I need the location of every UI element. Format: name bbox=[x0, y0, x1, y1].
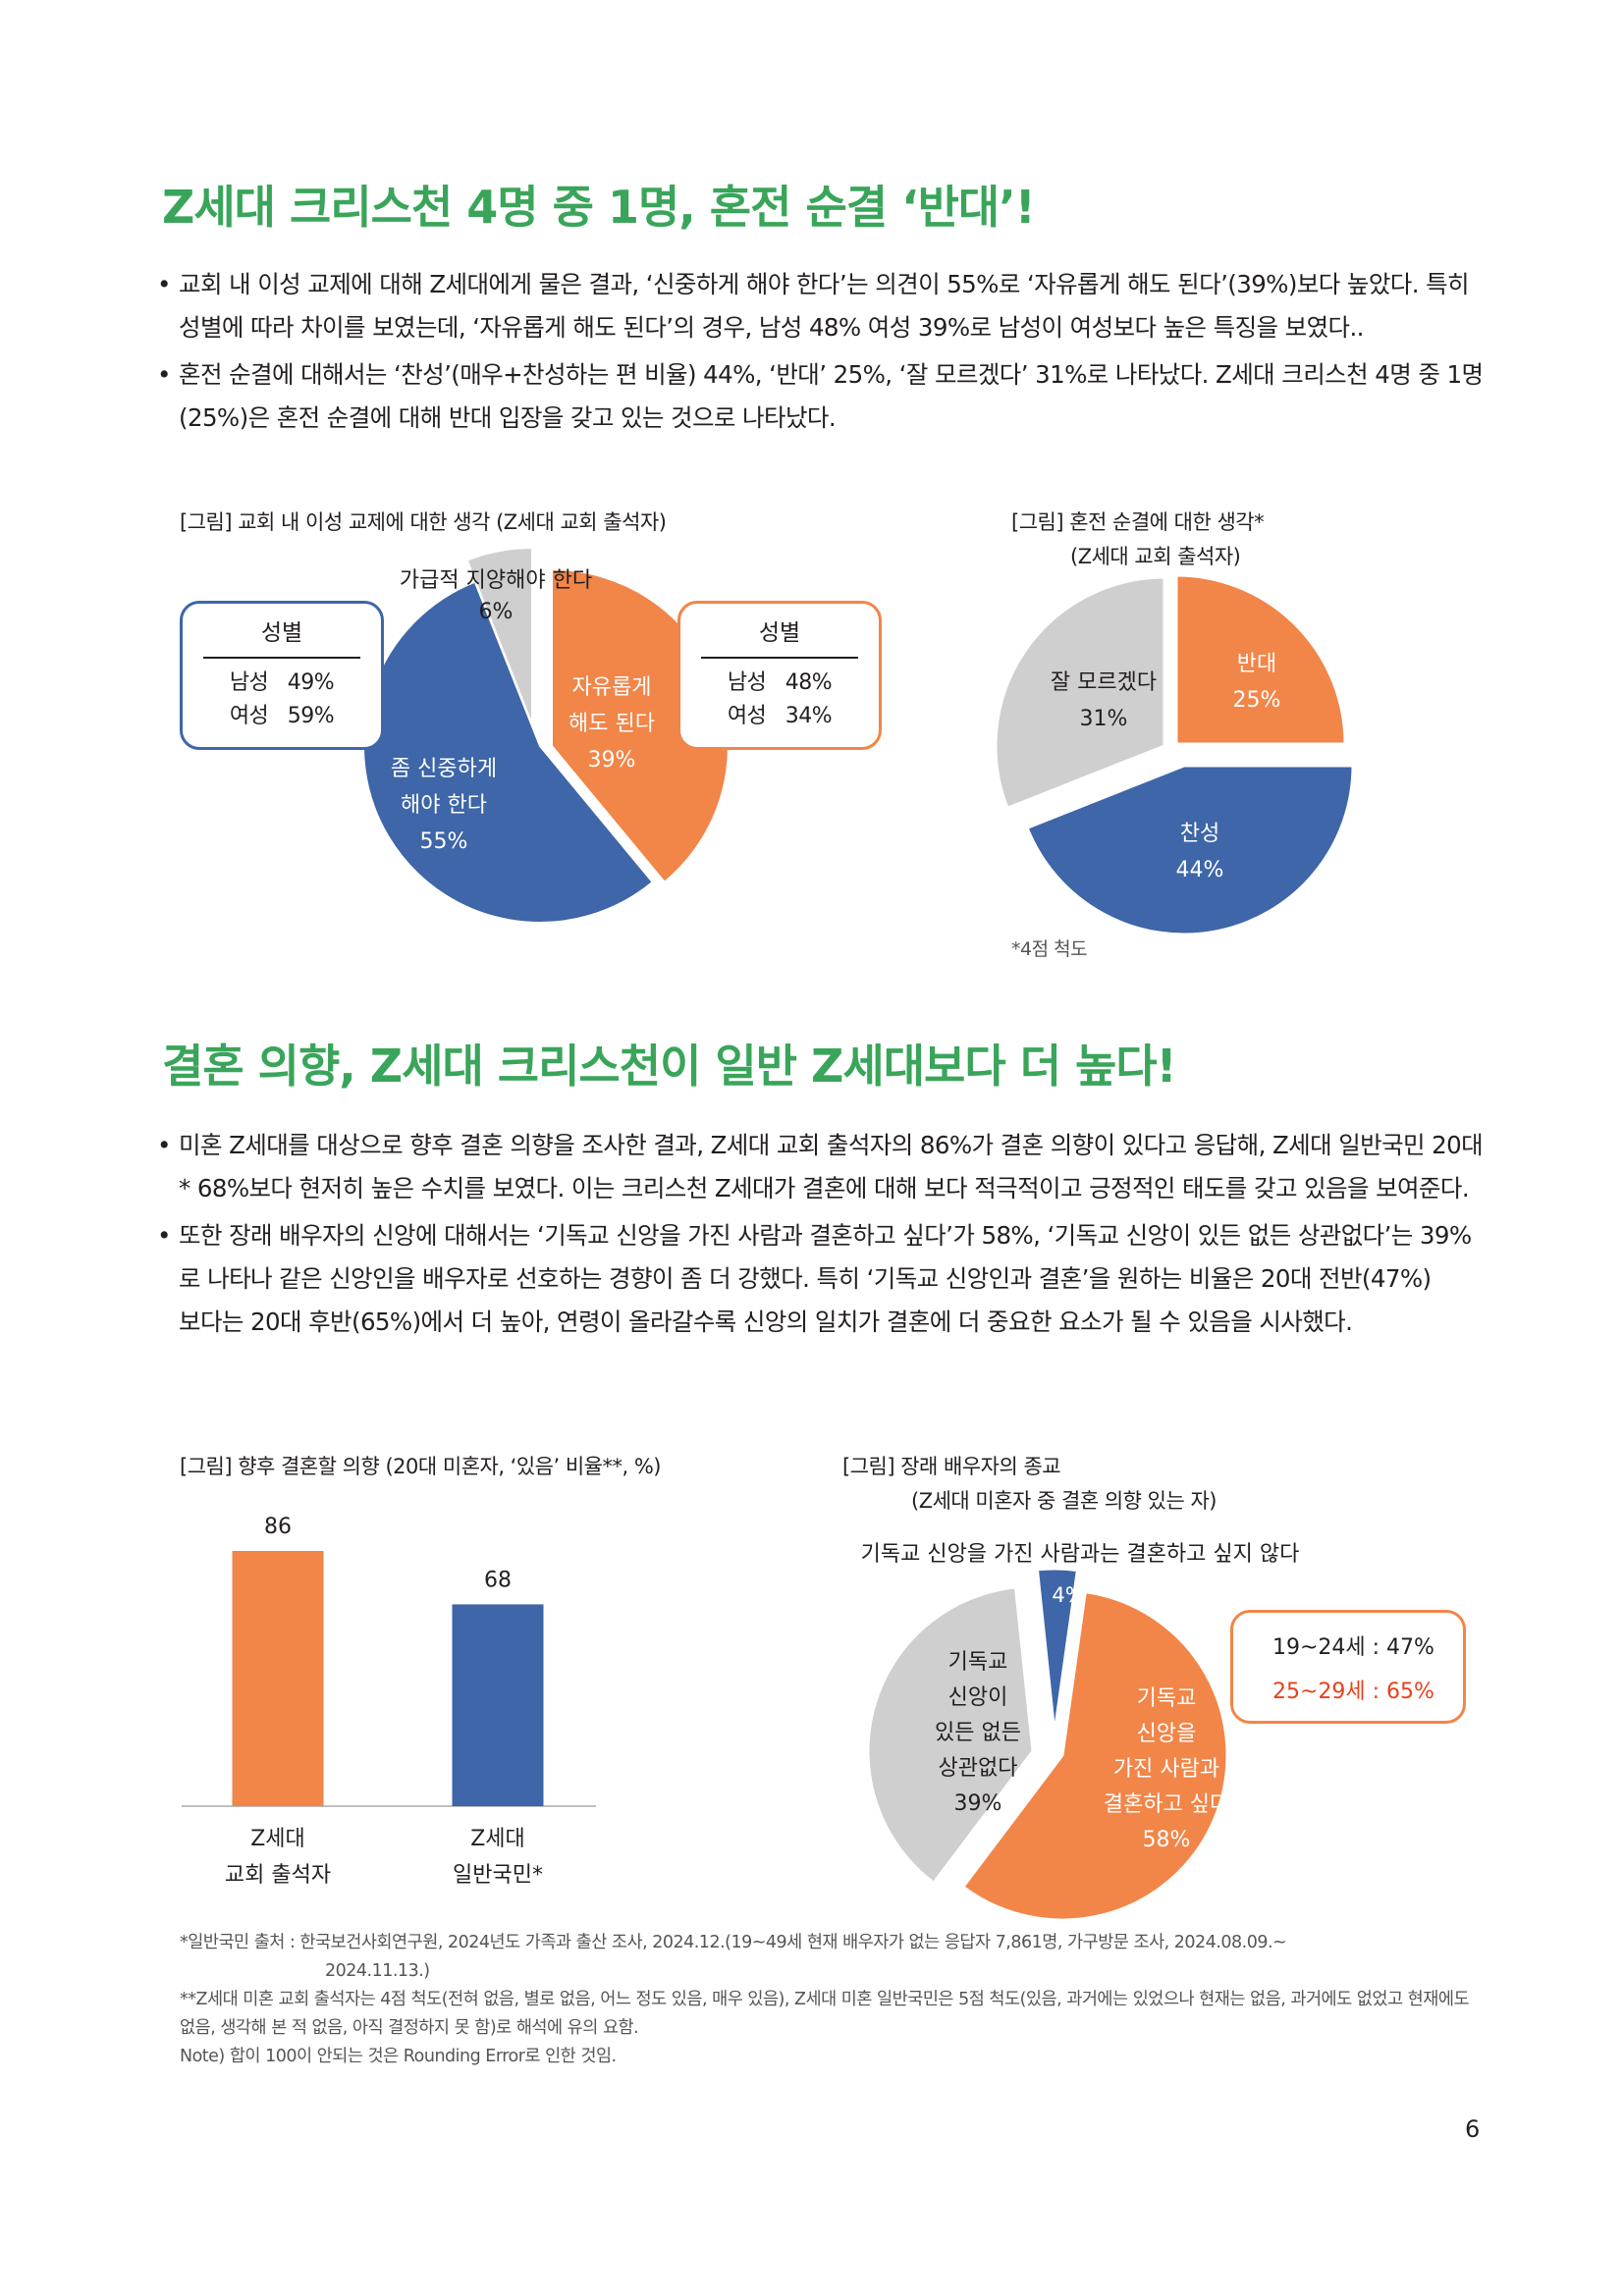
bullet-list: • 교회 내 이성 교제에 대해 Z세대에게 물은 결과, ‘신중하게 해야 한다… bbox=[157, 263, 1488, 444]
bar-value-label: 68 bbox=[484, 1568, 512, 1592]
slice-label: 좀 신중하게 해야 한다 55% bbox=[391, 757, 497, 854]
pie-slice bbox=[960, 1589, 1229, 1922]
slice-label: 기독교 신앙이 있든 없든 상관없다 39% bbox=[935, 1650, 1021, 1816]
pie-chart-spouse: 반대 25% 찬성 44% 잘 모르겠다 31% 기독교 신앙을 가진 사람과 결혼하고 싶다 58… bbox=[861, 573, 1355, 1922]
box-divider bbox=[203, 657, 360, 659]
figure-caption: [그림] 향후 결혼할 의향 (20대 미혼자, ‘있음’ 비율**, %) bbox=[180, 1455, 662, 1478]
pie-slice bbox=[1025, 764, 1355, 936]
pie-slice bbox=[866, 1585, 1035, 1886]
box-title: 성별 bbox=[260, 620, 303, 646]
pie-slice bbox=[1174, 573, 1347, 746]
pie-chart-spouse-group: 기독교 신앙을 가진 사람과 결혼하고 싶다 58% 기독교 신앙이 있든 없든 상관없다 39%… bbox=[861, 1542, 1300, 1922]
box-row: 여성 59% bbox=[229, 704, 335, 728]
category-label: Z세대 교회 출석자 bbox=[225, 1827, 331, 1888]
pie-slice bbox=[465, 546, 533, 725]
pie-chart-dating: 자유롭게 해도 된다 39% 좀 신중하게 해야 한다 55% 가급적 지양해야 한다 6% bbox=[362, 546, 730, 924]
pie-slice bbox=[1035, 1567, 1080, 1735]
footnote: *일반국민 출처 : 한국보건사회연구원, 2024년도 가족과 출산 조사, … bbox=[180, 1933, 1287, 1952]
category-label: Z세대 일반국민* bbox=[453, 1827, 543, 1888]
box-title: 성별 bbox=[758, 620, 801, 646]
slice-label: 찬성 44% bbox=[1176, 822, 1224, 882]
slice-label: 반대 25% bbox=[1233, 652, 1281, 713]
slice-label: 기독교 신앙을 가진 사람과 결혼하고 싶다 58% bbox=[1104, 1686, 1229, 1852]
age-box: 19~24세 : 47% 25~29세 : 65% bbox=[1230, 1610, 1466, 1724]
footnote: Note) 합이 100이 안되는 것은 Rounding Error로 인한 … bbox=[180, 2047, 617, 2066]
slice-label: 기독교 신앙을 가진 사람과는 결혼하고 싶지 않다 bbox=[861, 1542, 1300, 1567]
bullet-list: • 미혼 Z세대를 대상으로 향후 결혼 의향을 조사한 결과, Z세대 교회 출… bbox=[157, 1124, 1488, 1348]
slice-label: 자유롭게 해도 된다 39% bbox=[568, 675, 655, 773]
age-row-late: 25~29세 : 65% bbox=[1272, 1680, 1434, 1704]
slice-value-label: 4% bbox=[1052, 1583, 1084, 1607]
slice-value-label: 6% bbox=[479, 600, 514, 624]
footnotes: *일반국민 출처 : 한국보건사회연구원, 2024년도 가족과 출산 조사, … bbox=[180, 1929, 1486, 2071]
bar-value-label: 86 bbox=[264, 1515, 292, 1539]
box-row: 남성 48% bbox=[727, 670, 833, 695]
section-title: 결혼 의향, Z세대 크리스천이 일반 Z세대보다 더 높다! bbox=[162, 1040, 1177, 1093]
footnote: **Z세대 미혼 교회 출석자는 4점 척도(전혀 없음, 별로 없음, 어느 … bbox=[180, 1990, 1470, 2038]
section-title: Z세대 크리스천 4명 중 1명, 혼전 순결 ‘반대’! bbox=[162, 181, 1036, 234]
figure-caption: [그림] 교회 내 이성 교제에 대한 생각 (Z세대 교회 출석자) bbox=[180, 510, 667, 534]
bullet-item: • 혼전 순결에 대해서는 ‘찬성’(매우+찬성하는 편 비율) 44%, ‘반대… bbox=[157, 360, 1484, 432]
gender-box-left: 성별 남성 49% 여성 59% bbox=[180, 601, 384, 750]
figure-caption: [그림] 장래 배우자의 종교 bbox=[842, 1455, 1061, 1478]
slice-label: 잘 모르겠다 31% bbox=[1051, 670, 1157, 731]
age-row-early: 19~24세 : 47% bbox=[1272, 1635, 1434, 1660]
figure-caption-sub: (Z세대 미혼자 중 결혼 의향 있는 자) bbox=[911, 1489, 1217, 1513]
box-divider bbox=[701, 657, 858, 659]
bar bbox=[232, 1551, 324, 1806]
figure-caption-sub: (Z세대 교회 출석자) bbox=[1070, 545, 1241, 568]
bar bbox=[452, 1604, 544, 1806]
pie-slice bbox=[362, 580, 655, 924]
bullet-item: • 교회 내 이성 교제에 대해 Z세대에게 물은 결과, ‘신중하게 해야 한다… bbox=[157, 270, 1470, 342]
pie-slice bbox=[994, 575, 1166, 811]
footnote: 2024.11.13.) bbox=[325, 1961, 430, 1981]
gender-box-right: 성별 남성 48% 여성 34% bbox=[677, 601, 882, 750]
slice-label: 가급적 지양해야 한다 bbox=[400, 568, 592, 593]
page-number: 6 bbox=[1465, 2115, 1481, 2143]
bullet-item: • 미혼 Z세대를 대상으로 향후 결혼 의향을 조사한 결과, Z세대 교회 출… bbox=[157, 1131, 1484, 1202]
figure-caption: [그림] 혼전 순결에 대한 생각* bbox=[1011, 510, 1265, 534]
box-row: 여성 34% bbox=[727, 704, 833, 728]
box-row: 남성 49% bbox=[229, 670, 335, 695]
bar-chart-marriage: 86 Z세대 교회 출석자 68 Z세대 일반국민* bbox=[182, 1515, 596, 1888]
figure-note: *4점 척도 bbox=[1011, 938, 1088, 960]
bullet-item: • 또한 장래 배우자의 신앙에 대해서는 ‘기독교 신앙을 가진 사람과 결혼하… bbox=[157, 1221, 1472, 1336]
